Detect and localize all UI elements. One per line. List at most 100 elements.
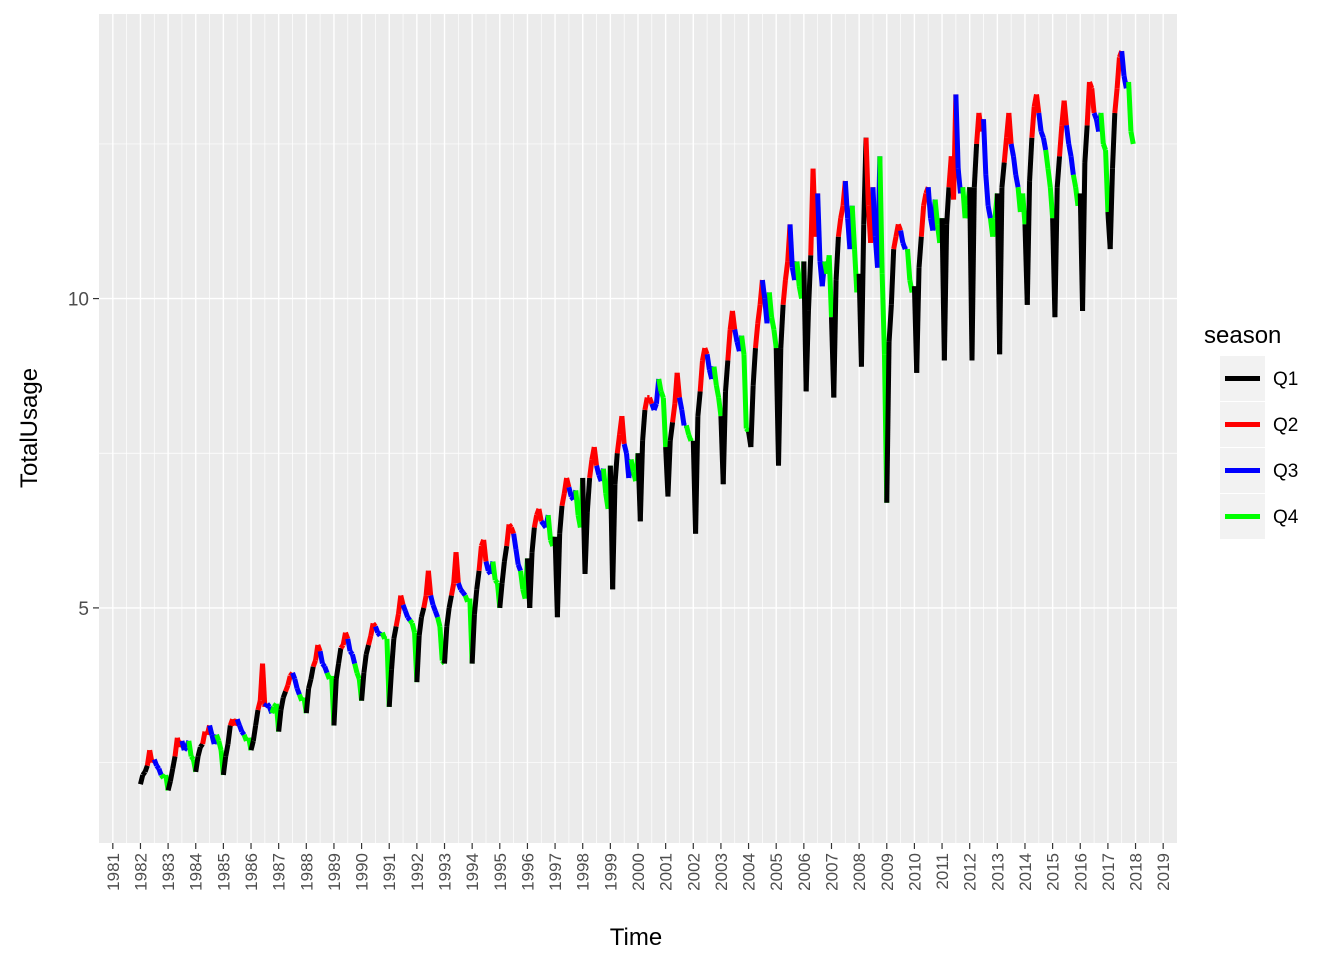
series-segment-Q2: [393, 613, 401, 627]
series-segment-Q4: [716, 397, 724, 417]
series-segment-Q2: [1057, 125, 1065, 157]
series-segment-Q2: [343, 631, 351, 640]
series-segment-Q2: [476, 545, 484, 572]
series-segment-Q3: [349, 653, 358, 665]
x-tick-label: 2005: [767, 853, 786, 891]
series-segment-Q1: [999, 162, 1007, 188]
series-segment-Q1: [167, 768, 176, 782]
series-segment-Q3: [787, 224, 795, 268]
series-segment-Q1: [1080, 162, 1088, 311]
series-segment-Q4: [826, 255, 834, 318]
series-segment-Q1: [414, 635, 422, 683]
series-segment-Q2: [1029, 106, 1037, 138]
series-segment-Q2: [838, 205, 846, 219]
series-segment-Q4: [437, 626, 445, 661]
series-segment-Q4: [990, 217, 998, 238]
x-tick-label: 2012: [961, 853, 980, 891]
series-segment-Q1: [527, 552, 535, 609]
series-segment-Q2: [702, 347, 710, 356]
x-tick-label: 1984: [187, 853, 206, 891]
series-segment-Q2: [1061, 100, 1069, 126]
series-segment-Q3: [294, 687, 302, 696]
series-segment-Q4: [713, 384, 722, 399]
series-segment-Q2: [1001, 137, 1010, 163]
series-segment-Q2: [310, 659, 318, 668]
series-segment-Q1: [280, 690, 288, 699]
series-segment-Q2: [1114, 57, 1122, 89]
series-segment-Q3: [815, 193, 823, 262]
x-tick-label: 1992: [408, 853, 427, 891]
series-segment-Q1: [637, 440, 646, 522]
series-segment-Q2: [697, 360, 705, 392]
series-segment-Q4: [1043, 149, 1051, 169]
x-tick-label: 2001: [657, 853, 676, 891]
series-segment-Q1: [1054, 156, 1063, 188]
x-tick-label: 1998: [574, 853, 593, 891]
series-segment-Q1: [916, 236, 924, 268]
series-segment-Q1: [442, 626, 450, 664]
x-tick-label: 1996: [518, 853, 537, 891]
series-segment-Q3: [373, 625, 381, 634]
x-tick-label: 1981: [104, 853, 123, 891]
series-segment-Q1: [803, 310, 811, 392]
series-segment-Q4: [771, 329, 779, 349]
series-segment-Q2: [398, 594, 406, 606]
series-segment-Q4: [849, 205, 858, 250]
series-segment-Q2: [670, 403, 678, 423]
series-segment-Q2: [895, 223, 903, 232]
series-segment-Q3: [985, 205, 993, 219]
series-segment-Q3: [345, 638, 353, 652]
series-segment-Q4: [214, 733, 222, 742]
series-segment-Q1: [695, 391, 703, 417]
series-segment-Q1: [389, 638, 397, 670]
series-segment-Q3: [925, 187, 934, 219]
series-segment-Q3: [1036, 112, 1044, 132]
x-tick-label: 1991: [380, 853, 399, 891]
series-segment-Q2: [674, 372, 682, 398]
series-segment-Q1: [748, 385, 756, 448]
series-segment-Q2: [371, 621, 378, 628]
series-segment-Q1: [331, 678, 339, 726]
series-segment-Q1: [858, 224, 867, 367]
x-tick-label: 2016: [1071, 853, 1090, 891]
series-segment-Q4: [683, 424, 692, 436]
series-segment-Q3: [348, 649, 355, 656]
series-segment-Q4: [766, 292, 775, 318]
series-segment-Q3: [156, 767, 164, 776]
series-segment-Q4: [877, 156, 885, 274]
series-segment-Q3: [1066, 143, 1074, 157]
series-segment-Q2: [752, 323, 761, 349]
series-segment-Q2: [1087, 81, 1095, 90]
series-segment-Q3: [1010, 155, 1019, 176]
series-segment-Q3: [455, 582, 463, 591]
x-tick-label: 2008: [850, 853, 869, 891]
series-segment-Q1: [582, 511, 590, 574]
series-segment-Q3: [154, 764, 161, 771]
series-segment-Q4: [407, 618, 415, 625]
series-segment-Q3: [483, 560, 491, 572]
series-segment-Q1: [471, 589, 480, 615]
series-segment-Q2: [614, 434, 623, 454]
series-segment-Q3: [870, 187, 878, 237]
x-tick-label: 2017: [1099, 853, 1118, 891]
series-segment-Q3: [621, 443, 629, 454]
legend-label-Q3: Q3: [1273, 461, 1298, 482]
x-tick-label: 1990: [353, 853, 372, 891]
series-segment-Q4: [794, 261, 802, 287]
series-segment-Q3: [405, 615, 412, 622]
series-segment-Q3: [842, 180, 851, 219]
series-segment-Q2: [619, 415, 627, 445]
x-tick-label: 1982: [131, 853, 150, 891]
series-segment-Q3: [1068, 155, 1076, 176]
series-segment-Q1: [248, 740, 256, 751]
series-segment-Q1: [446, 595, 454, 609]
series-segment-Q1: [554, 533, 563, 618]
series-segment-Q4: [1126, 81, 1134, 132]
series-segment-Q1: [1082, 125, 1090, 163]
series-segment-Q1: [276, 709, 284, 732]
series-segment-Q4: [518, 570, 526, 590]
series-segment-Q1: [501, 545, 510, 562]
series-segment-Q4: [660, 397, 669, 448]
series-segment-Q1: [193, 756, 201, 773]
series-segment-Q4: [739, 335, 747, 355]
